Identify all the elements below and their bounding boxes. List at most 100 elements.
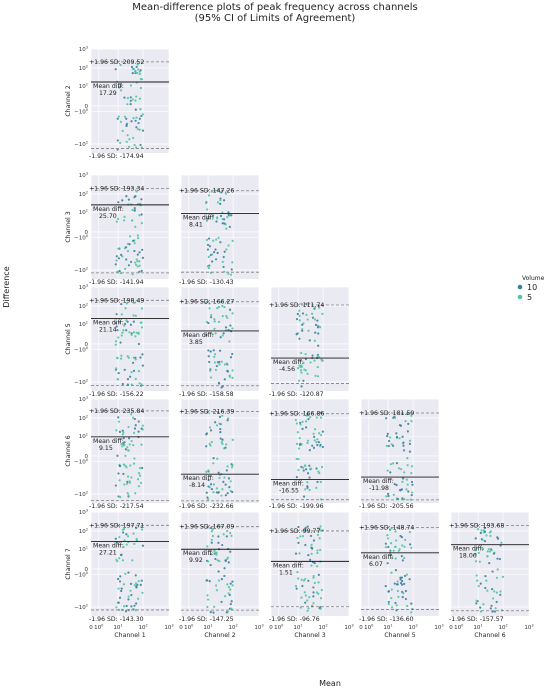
lower-loa-label: -1.96 SD: -96.76 — [269, 616, 320, 623]
data-point — [126, 378, 130, 381]
data-point — [229, 602, 232, 606]
data-point — [304, 528, 307, 532]
data-point — [500, 541, 503, 544]
data-point — [115, 606, 118, 609]
data-point — [311, 312, 314, 315]
data-point — [141, 424, 144, 427]
y-tick-label: −100 — [74, 458, 89, 466]
data-point — [123, 96, 126, 99]
data-point — [134, 70, 137, 74]
data-point — [408, 530, 412, 534]
data-point — [130, 333, 133, 336]
data-point — [123, 483, 126, 486]
data-point — [296, 536, 299, 540]
mean-diff-value: 3.85 — [189, 339, 203, 346]
data-point — [482, 603, 485, 606]
data-point — [132, 444, 135, 447]
data-point — [304, 464, 307, 467]
data-point — [394, 601, 397, 605]
mean-diff-label: Mean diff: — [183, 214, 214, 221]
data-point — [298, 552, 301, 555]
data-point — [307, 579, 310, 582]
lower-loa-label: -1.96 SD: -136.60 — [359, 616, 414, 623]
data-point — [137, 472, 141, 475]
data-point — [208, 245, 211, 248]
data-point — [313, 428, 317, 431]
data-point — [230, 607, 233, 610]
data-point — [116, 270, 119, 273]
data-point — [117, 495, 120, 498]
data-point — [410, 465, 414, 468]
data-point — [127, 598, 130, 601]
data-point — [299, 359, 302, 363]
data-point — [396, 589, 400, 593]
data-point — [306, 441, 309, 445]
y-tick-label: 103 — [79, 509, 88, 517]
data-point — [229, 582, 232, 585]
data-point — [138, 72, 141, 76]
data-point — [301, 328, 304, 331]
data-point — [228, 225, 231, 229]
data-point — [120, 589, 123, 593]
data-point — [317, 592, 320, 595]
data-point — [299, 421, 302, 424]
data-point — [126, 482, 129, 485]
data-point — [301, 312, 305, 315]
data-point — [221, 260, 224, 263]
data-point — [296, 367, 300, 370]
data-point — [228, 593, 231, 596]
data-point — [491, 588, 494, 591]
data-point — [306, 485, 309, 488]
data-point — [386, 469, 389, 472]
data-point — [129, 84, 133, 87]
data-point — [313, 435, 316, 438]
data-point — [216, 559, 219, 562]
data-point — [410, 602, 413, 605]
data-point — [227, 592, 230, 595]
x-tick-label: 101 — [383, 624, 392, 632]
mean-diff-value: 27.21 — [99, 549, 117, 556]
y-tick-label: 101 — [79, 83, 88, 91]
data-point — [221, 334, 224, 337]
legend-marker-10 — [517, 284, 523, 290]
data-point — [306, 439, 310, 442]
panel-background — [361, 512, 439, 616]
data-point — [401, 596, 404, 599]
data-point — [126, 134, 129, 137]
data-point — [493, 590, 496, 593]
data-point — [320, 588, 323, 592]
data-point — [141, 544, 145, 547]
data-point — [393, 582, 396, 585]
data-point — [115, 325, 118, 328]
data-point — [300, 596, 303, 599]
data-point — [214, 584, 218, 587]
data-point — [116, 378, 120, 381]
data-point — [131, 98, 134, 101]
data-point — [217, 381, 221, 384]
data-point — [296, 577, 300, 580]
data-point — [136, 583, 139, 586]
x-tick-label: 102 — [138, 624, 147, 632]
data-point — [115, 259, 118, 262]
data-point — [129, 323, 133, 326]
data-point — [492, 597, 495, 600]
data-point — [209, 429, 213, 432]
data-point — [214, 332, 217, 335]
mean-diff-value: 6.07 — [369, 561, 383, 568]
panel-4-4: +1.96 SD: 181.59 -1.96 SD: -205.56 Mean di… — [359, 398, 440, 510]
data-point — [400, 576, 403, 579]
data-point — [128, 243, 131, 246]
data-point — [135, 602, 138, 605]
data-point — [132, 462, 136, 465]
data-point — [131, 559, 134, 562]
data-point — [499, 593, 502, 596]
data-point — [207, 194, 211, 197]
data-point — [311, 444, 314, 447]
data-point — [217, 570, 220, 573]
data-point — [409, 543, 412, 546]
data-point — [317, 581, 320, 584]
panel-4-2: +1.96 SD: 216.39 -1.96 SD: -232.66 Mean di… — [179, 398, 260, 510]
data-point — [136, 63, 139, 66]
data-point — [410, 494, 413, 497]
data-point — [231, 584, 234, 587]
